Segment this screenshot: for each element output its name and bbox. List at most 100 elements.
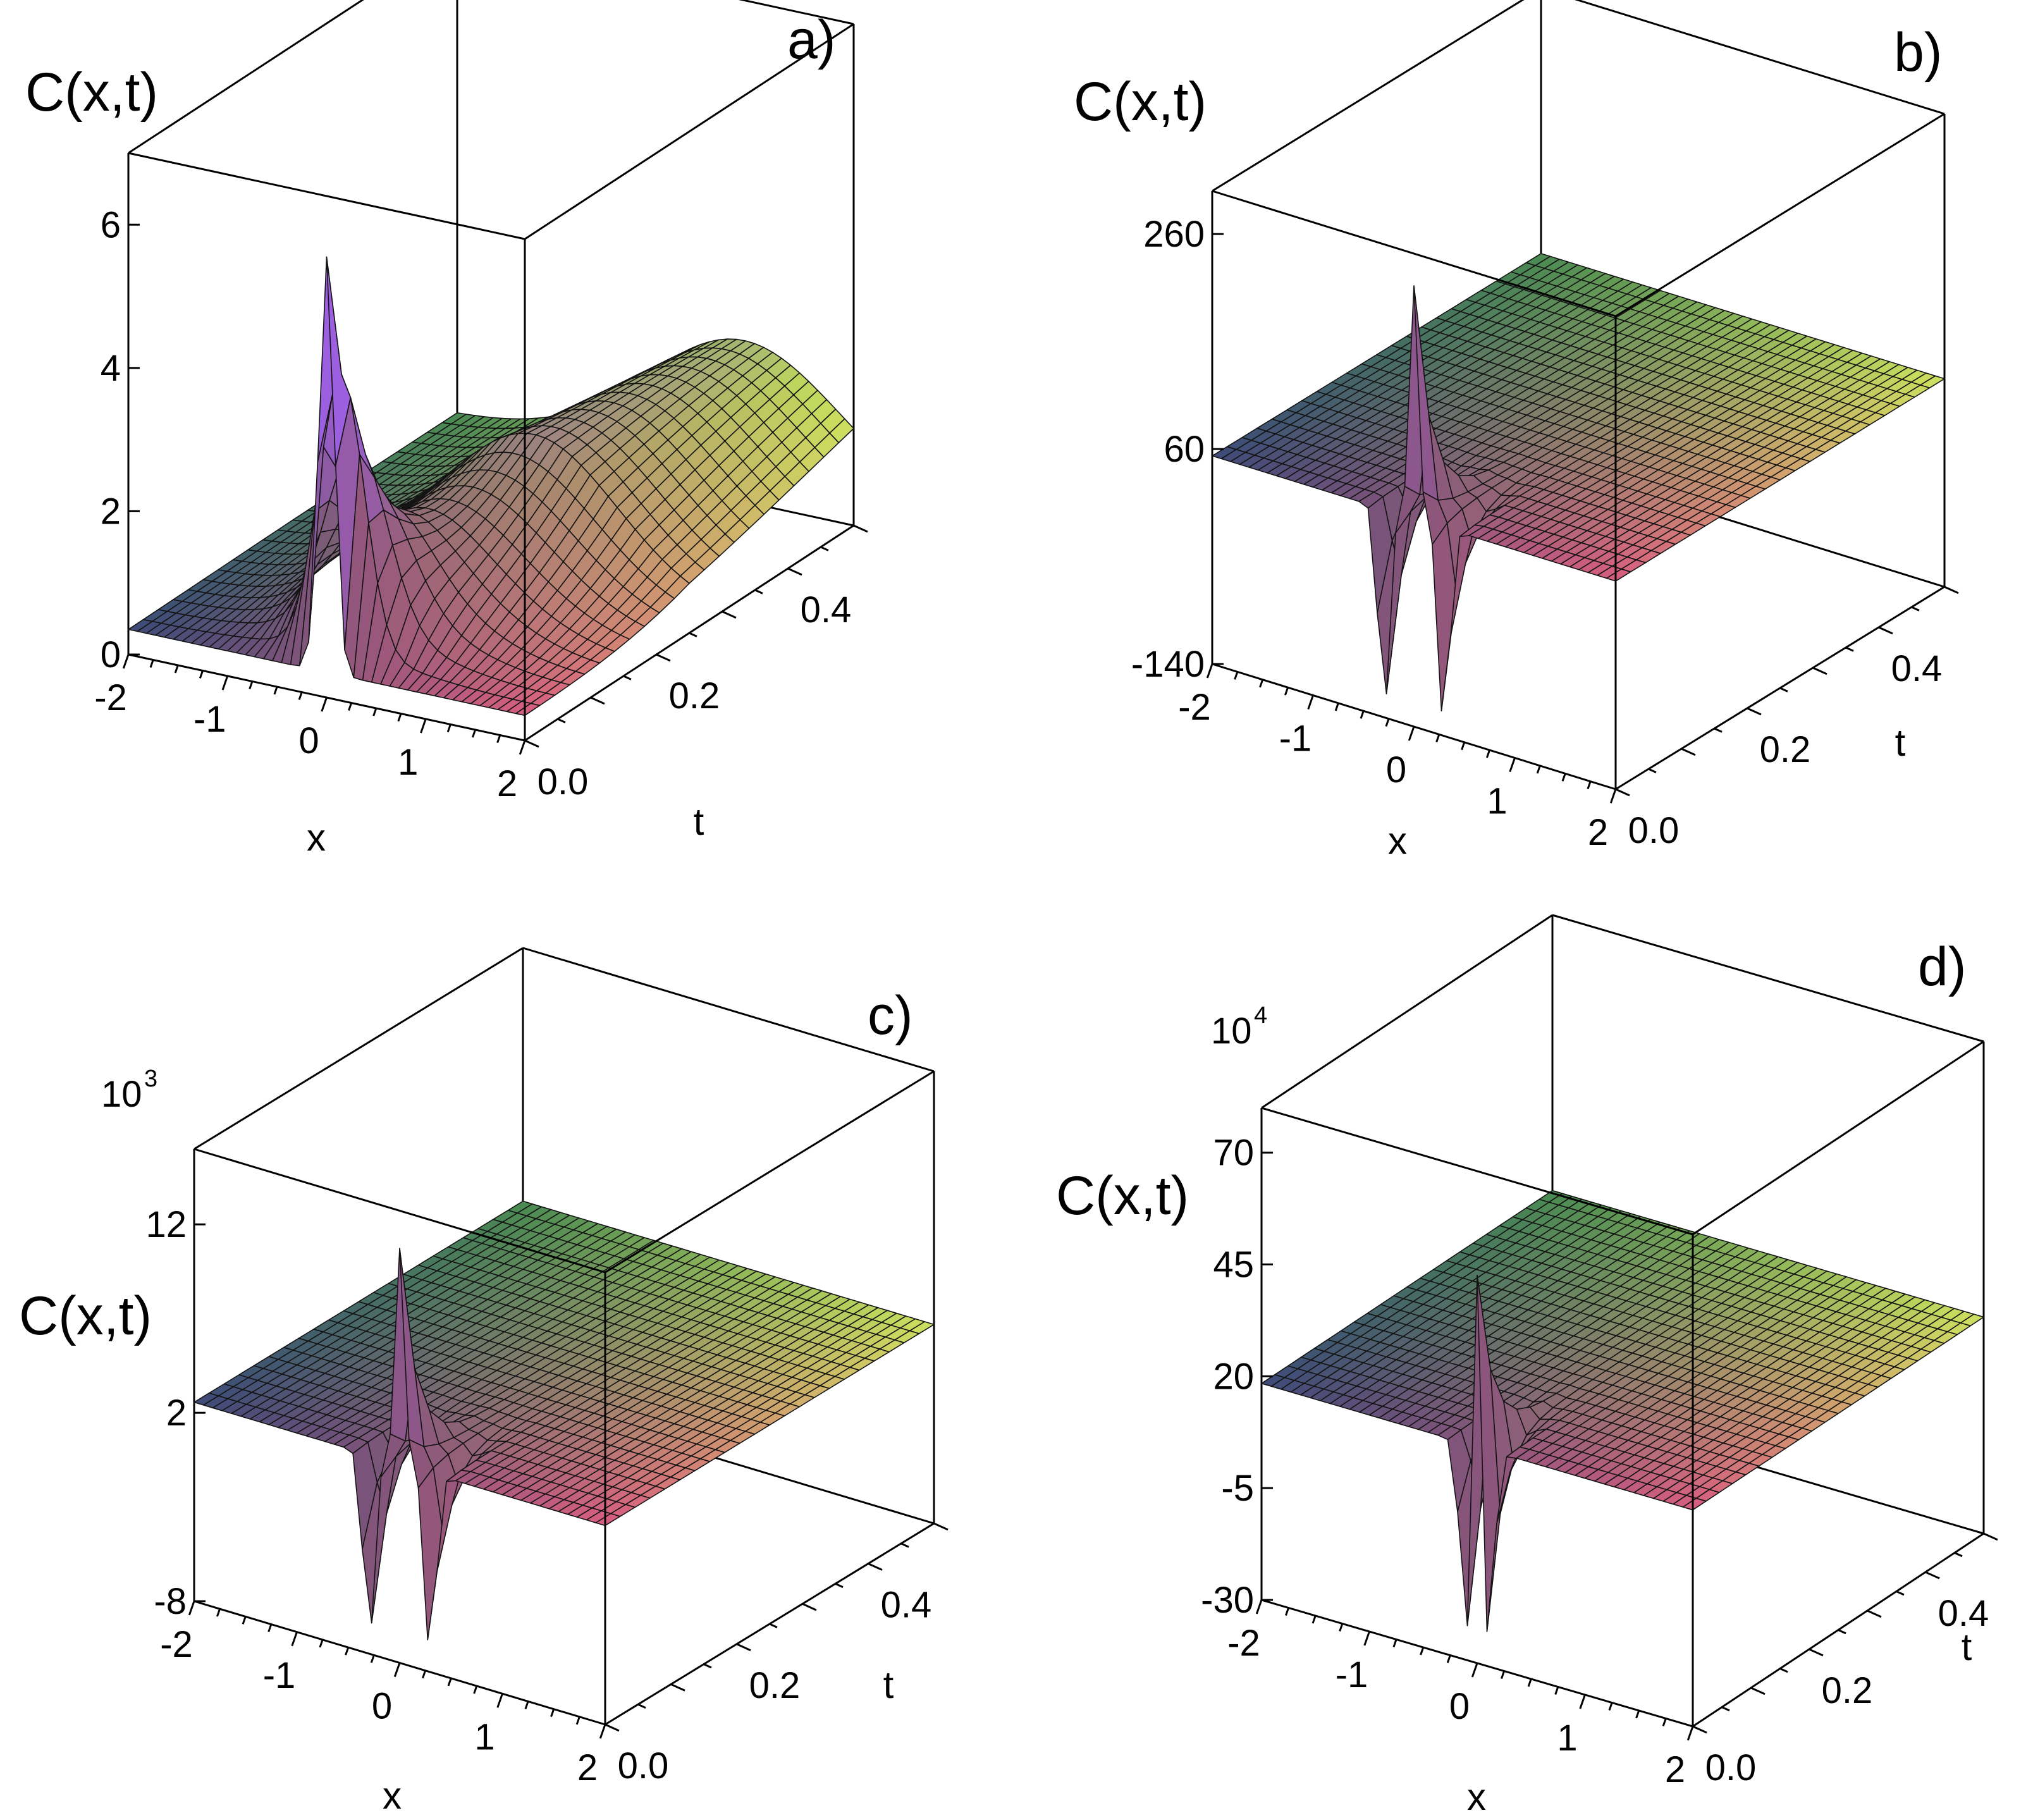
x-tick-label: 1 — [1557, 1718, 1577, 1759]
box-edge — [524, 23, 854, 240]
t-tick-mark — [1648, 768, 1657, 773]
z-axis-ticks: -8 2 12 — [145, 1204, 206, 1622]
x-tick-mark — [1686, 1726, 1694, 1741]
z-tick-label: 60 — [1164, 429, 1205, 470]
x-tick-mark — [1501, 1671, 1506, 1679]
x-tick-mark — [1509, 758, 1516, 772]
t-tick-mark — [656, 653, 671, 662]
x-tick-label: -1 — [1279, 718, 1312, 759]
x-tick-mark — [420, 718, 427, 734]
x-tick-label: -2 — [94, 677, 127, 718]
x-tick-mark — [199, 670, 204, 679]
t-axis-ticks: 0.0 0.2 0.4 — [524, 524, 868, 802]
x-tick-mark — [267, 1624, 273, 1633]
x-tick-label: -1 — [263, 1655, 296, 1696]
box-edge — [1261, 1107, 1693, 1236]
x-tick-mark — [446, 724, 451, 732]
t-tick-mark — [1615, 788, 1630, 797]
t-axis-title: t — [694, 801, 704, 843]
x-tick-mark — [1561, 773, 1566, 782]
x-tick-mark — [1284, 687, 1289, 696]
panel-label: d) — [1918, 937, 1966, 997]
x-tick-mark — [149, 660, 154, 668]
box-edge — [738, 0, 854, 25]
x-tick-mark — [1435, 734, 1440, 742]
t-tick-mark — [787, 567, 802, 576]
t-tick-mark — [1845, 646, 1854, 652]
box-edge — [128, 0, 364, 154]
x-tick-label: 1 — [474, 1716, 494, 1757]
bounding-box-front — [128, 23, 854, 742]
x-tick-mark — [1587, 781, 1592, 790]
t-tick-mark — [1681, 747, 1696, 756]
x-axis-ticks: -2 -1 0 1 2 — [160, 1601, 606, 1788]
t-tick-mark — [820, 546, 829, 551]
t-tick-mark — [1812, 667, 1827, 675]
x-tick-mark — [1486, 749, 1491, 758]
panel-b: -2 -1 0 1 2 0.0 0.2 0.4 -140 60 260 b) C(x,t) x t — [1074, 0, 1959, 862]
z-tick-label: -8 — [154, 1581, 187, 1622]
x-tick-label: 2 — [577, 1747, 598, 1788]
surface-mesh — [128, 256, 854, 716]
z-tick-label: 2 — [101, 491, 121, 532]
x-axis-ticks: -2 -1 0 1 2 — [94, 654, 526, 804]
t-tick-mark — [1867, 1609, 1882, 1618]
x-axis-title: x — [307, 816, 326, 859]
t-tick-mark — [1896, 1590, 1905, 1596]
x-tick-mark — [122, 654, 130, 669]
x-tick-mark — [1554, 1687, 1559, 1695]
z-multiplier: 10 4 — [1211, 1002, 1267, 1052]
x-tick-mark — [188, 1601, 195, 1616]
z-multiplier: 10 3 — [101, 1066, 157, 1115]
z-tick-label: 12 — [145, 1204, 187, 1245]
t-tick-mark — [1838, 1629, 1846, 1635]
x-tick-mark — [273, 686, 278, 695]
t-tick-label: 0.4 — [1891, 648, 1943, 689]
x-tick-mark — [1446, 1655, 1451, 1663]
x-tick-mark — [242, 1616, 247, 1625]
x-tick-label: 0 — [1386, 749, 1406, 790]
x-tick-mark — [496, 1693, 503, 1708]
x-tick-mark — [1360, 710, 1365, 719]
x-tick-mark — [1527, 1678, 1532, 1687]
t-tick-mark — [1925, 1571, 1940, 1580]
x-tick-mark — [321, 697, 328, 712]
t-tick-mark — [1944, 586, 1959, 594]
x-tick-label: -1 — [193, 699, 226, 740]
x-tick-label: 2 — [1665, 1749, 1685, 1790]
t-tick-mark — [802, 1602, 817, 1611]
t-tick-mark — [1983, 1532, 1998, 1541]
z-tick-label: 2 — [166, 1393, 187, 1434]
x-tick-mark — [575, 1716, 580, 1725]
x-tick-label: 2 — [1588, 812, 1608, 853]
x-tick-mark — [1609, 789, 1617, 804]
t-tick-mark — [524, 739, 539, 748]
x-tick-mark — [422, 1670, 427, 1679]
multiplier-base: 10 — [1211, 1011, 1252, 1052]
t-tick-mark — [868, 1563, 883, 1571]
t-tick-mark — [1779, 687, 1788, 692]
x-tick-mark — [1311, 1615, 1317, 1624]
z-axis-ticks: 0 2 4 6 — [101, 204, 140, 675]
box-edge — [193, 947, 524, 1150]
x-tick-mark — [319, 1639, 324, 1648]
t-tick-mark — [590, 696, 605, 705]
z-axis-title: C(x,t) — [19, 1286, 152, 1346]
t-tick-mark — [623, 675, 632, 680]
t-tick-mark — [1747, 707, 1762, 716]
t-tick-mark — [1954, 1552, 1963, 1558]
t-tick-mark — [703, 1663, 712, 1669]
t-tick-label: 0.2 — [749, 1665, 801, 1706]
x-tick-mark — [1255, 1599, 1263, 1614]
t-tick-label: 0.2 — [669, 675, 720, 716]
x-tick-label: -2 — [1178, 687, 1211, 728]
x-tick-mark — [372, 708, 378, 716]
x-tick-label: 0 — [298, 720, 319, 761]
x-tick-mark — [1234, 671, 1239, 680]
z-axis-ticks: -140 60 260 — [1131, 214, 1224, 685]
z-tick-label: 20 — [1213, 1356, 1254, 1397]
x-tick-mark — [1635, 1710, 1640, 1719]
x-tick-label: 1 — [398, 742, 418, 783]
x-tick-mark — [249, 681, 254, 689]
